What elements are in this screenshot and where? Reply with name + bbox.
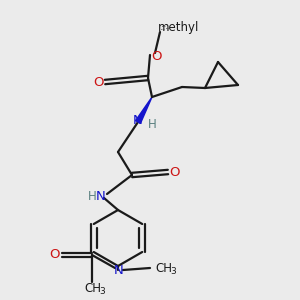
Polygon shape (136, 97, 152, 123)
Text: 3: 3 (99, 286, 105, 296)
Text: CH: CH (155, 262, 172, 275)
Text: methyl: methyl (158, 20, 200, 34)
Text: CH: CH (84, 281, 101, 295)
Text: O: O (170, 166, 180, 178)
Text: methyl: methyl (160, 28, 165, 30)
Text: H: H (148, 118, 156, 130)
Text: N: N (114, 265, 124, 278)
Text: N: N (133, 113, 143, 127)
Text: 3: 3 (170, 266, 176, 275)
Text: O: O (50, 248, 60, 262)
Text: methyl: methyl (166, 27, 170, 28)
Text: H: H (88, 190, 96, 202)
Text: methyl: methyl (162, 26, 167, 27)
Text: O: O (93, 76, 103, 88)
Text: O: O (152, 50, 162, 62)
Text: N: N (96, 190, 106, 202)
